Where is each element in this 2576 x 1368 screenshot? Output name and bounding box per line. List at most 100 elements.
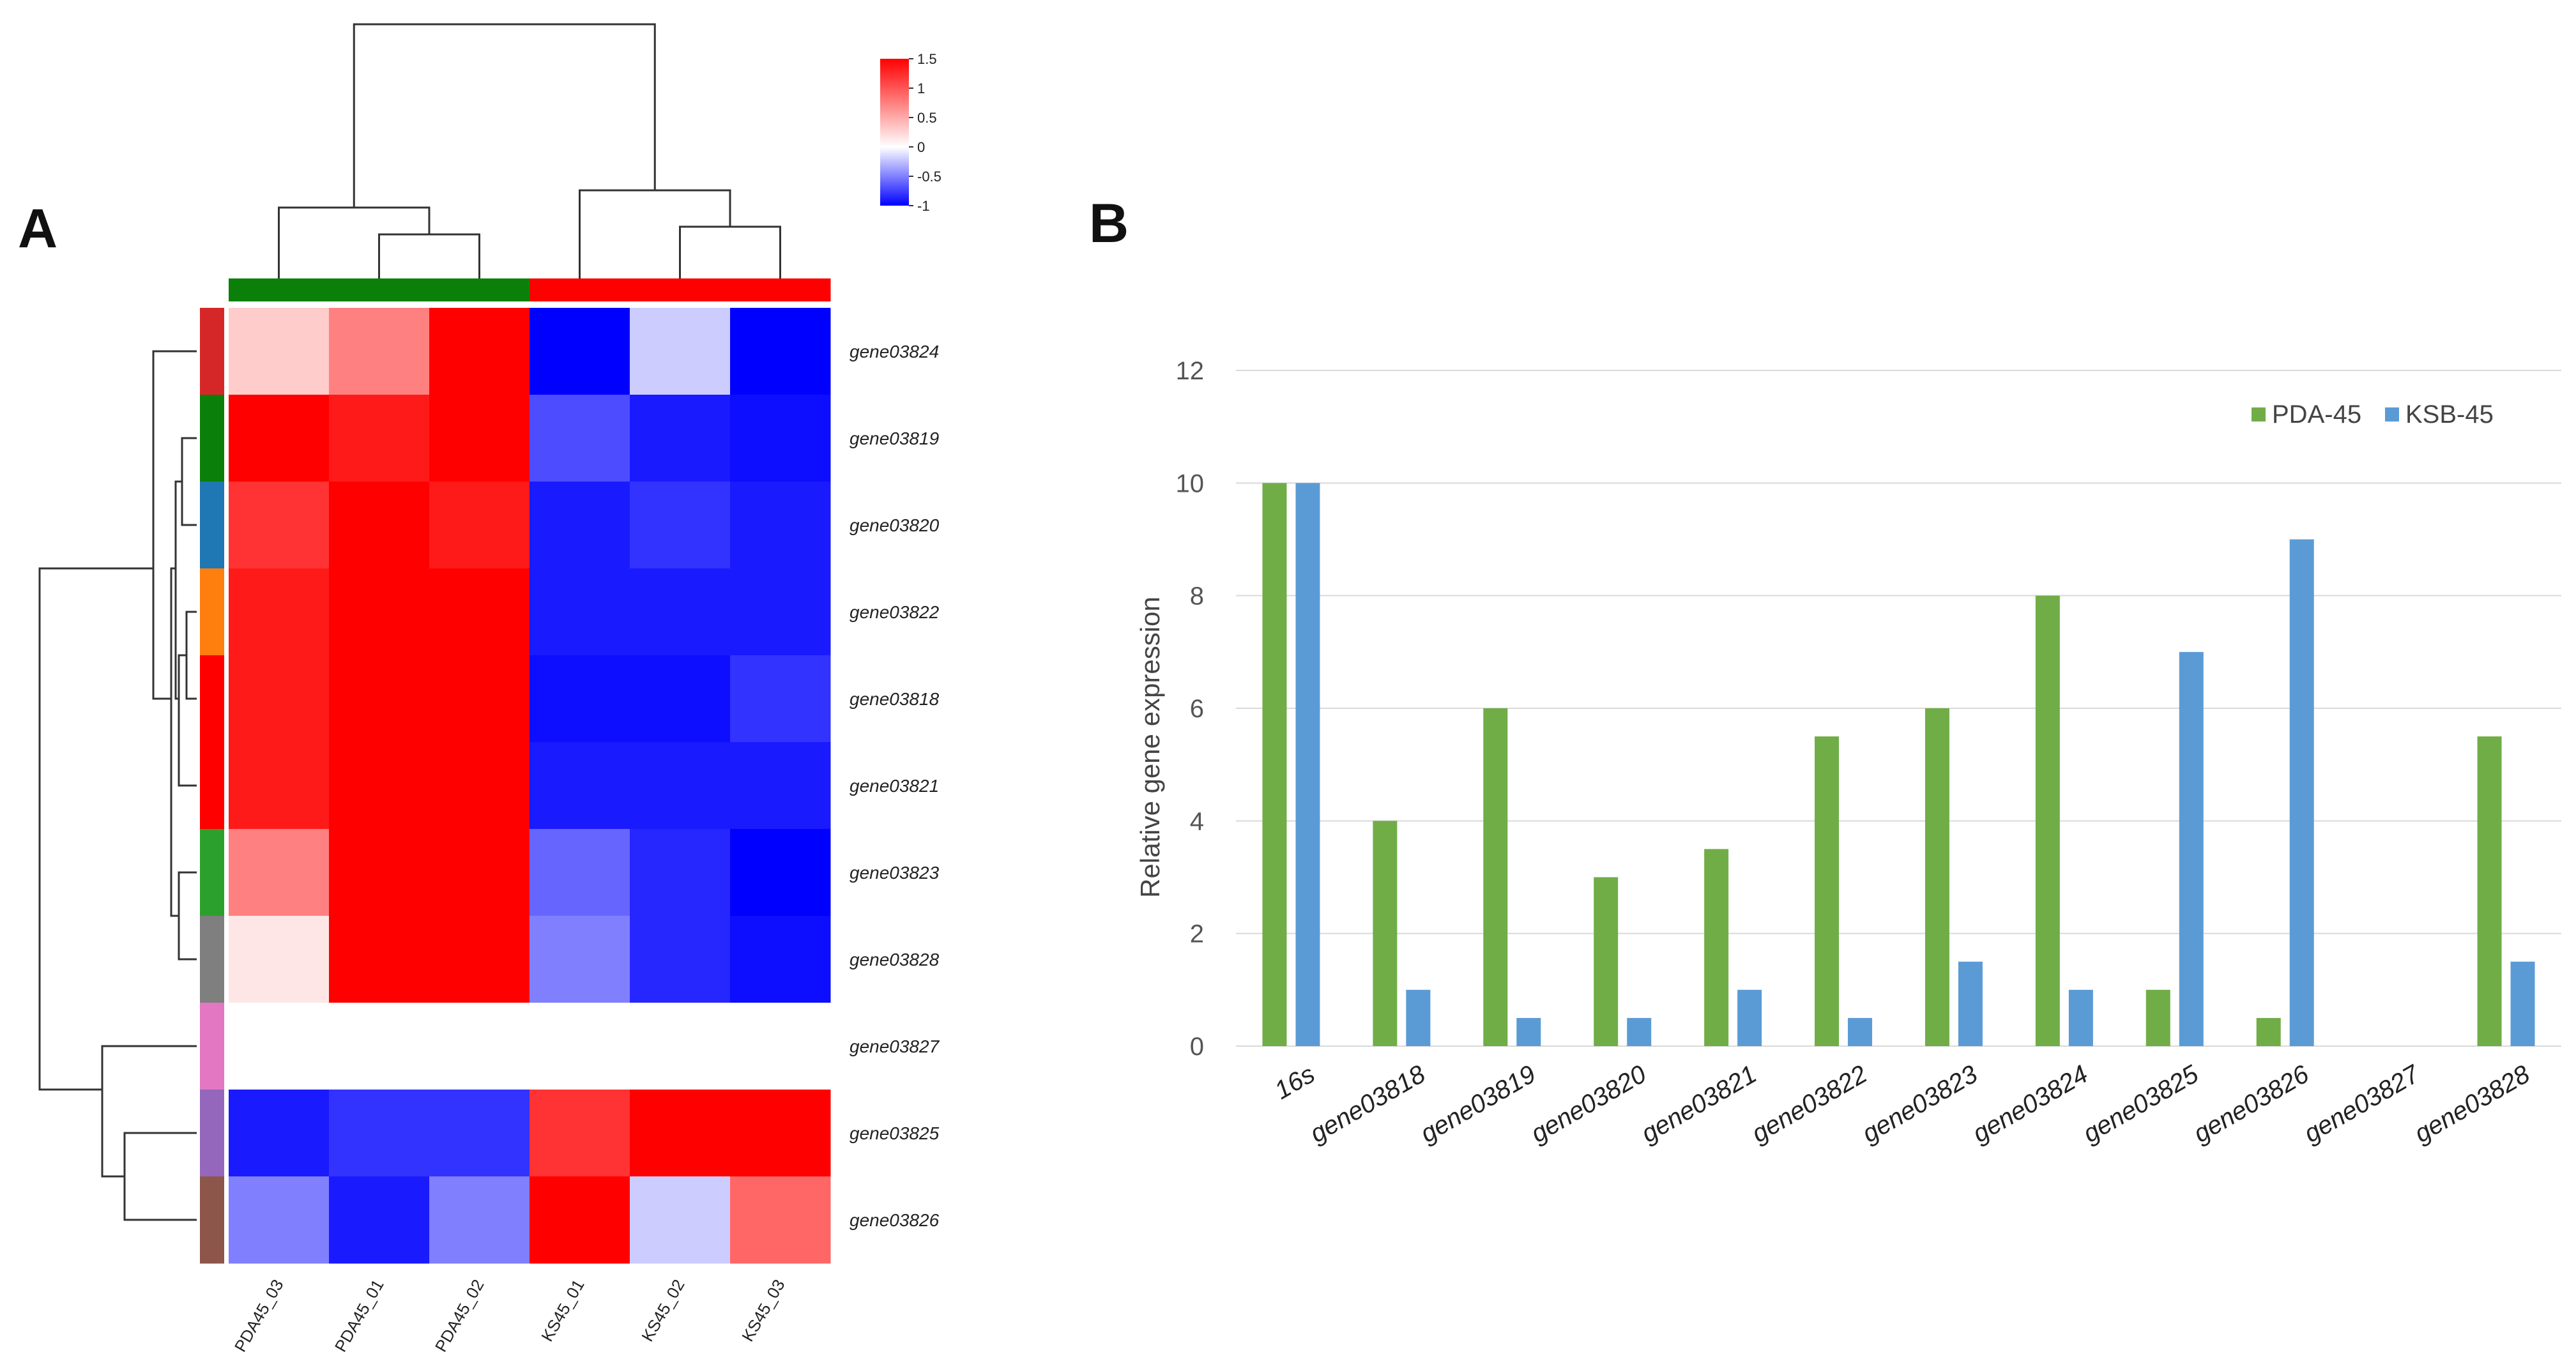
heatmap-cell-gene03821-KS45_02 bbox=[630, 742, 731, 830]
x-category-label: gene03824 bbox=[1968, 1060, 2092, 1148]
panel-label-a: A bbox=[18, 198, 57, 259]
legend-label-ksb-45: KSB-45 bbox=[2405, 400, 2494, 429]
heatmap-cell-gene03821-KS45_03 bbox=[730, 742, 831, 830]
heatmap-column-label: PDA45_01 bbox=[331, 1276, 388, 1355]
x-category-label: gene03819 bbox=[1415, 1060, 1540, 1148]
heatmap-cell-gene03823-KS45_03 bbox=[730, 829, 831, 916]
bar-ksb-45-gene03821 bbox=[1737, 989, 1762, 1046]
heatmap-cell-gene03822-PDA45_03 bbox=[229, 568, 330, 656]
bar-pda-45-gene03818 bbox=[1373, 821, 1398, 1046]
heatmap-column-labels: PDA45_03 PDA45_01 PDA45_02 KS45_01 KS45_02 KS… bbox=[231, 1276, 789, 1355]
bar-ksb-45-gene03823 bbox=[1958, 961, 1983, 1046]
heatmap-cell-gene03821-KS45_01 bbox=[530, 742, 630, 830]
bar-ksb-45-gene03819 bbox=[1516, 1017, 1541, 1046]
x-category-label: gene03826 bbox=[2189, 1060, 2314, 1148]
color-scale-tick-label: 0.5 bbox=[917, 110, 937, 126]
heatmap-row-label: gene03821 bbox=[850, 776, 939, 796]
bar-ksb-45-gene03822 bbox=[1848, 1017, 1873, 1046]
heatmap-cell-gene03821-PDA45_01 bbox=[329, 742, 430, 830]
heatmap-cell-gene03819-KS45_01 bbox=[530, 395, 630, 482]
heatmap-cell-gene03820-PDA45_03 bbox=[229, 482, 330, 569]
heatmap-cell-gene03818-KS45_02 bbox=[630, 655, 731, 743]
heatmap-cells bbox=[229, 308, 831, 1264]
heatmap-column-label: KS45_02 bbox=[637, 1276, 688, 1345]
row-cluster-gene03828 bbox=[200, 916, 224, 1003]
row-cluster-gene03825 bbox=[200, 1090, 224, 1177]
heatmap-row-label: gene03824 bbox=[850, 342, 939, 361]
heatmap-column-label: PDA45_03 bbox=[231, 1276, 287, 1355]
color-scale-tick-label: 1.5 bbox=[917, 51, 937, 67]
row-cluster-gene03827 bbox=[200, 1003, 224, 1090]
heatmap-cell-gene03819-KS45_02 bbox=[630, 395, 731, 482]
heatmap-cell-gene03826-KS45_03 bbox=[730, 1176, 831, 1264]
x-category-label: gene03818 bbox=[1305, 1060, 1430, 1148]
row-cluster-gene03821 bbox=[200, 742, 224, 830]
x-category-label: 16s bbox=[1270, 1060, 1320, 1105]
heatmap-column-label: KS45_01 bbox=[537, 1276, 588, 1345]
color-scale-tick-label: -1 bbox=[917, 198, 930, 214]
heatmap-row-labels: gene03824 gene03819 gene03820 gene03822 gene… bbox=[850, 342, 940, 1230]
heatmap-cell-gene03824-KS45_02 bbox=[630, 308, 731, 395]
heatmap-row-label: gene03827 bbox=[850, 1037, 940, 1056]
heatmap-cell-gene03826-PDA45_01 bbox=[329, 1176, 430, 1264]
bar-ksb-45-gene03820 bbox=[1627, 1017, 1652, 1046]
heatmap-cell-gene03827-KS45_02 bbox=[630, 1003, 731, 1090]
heatmap-cell-gene03819-PDA45_02 bbox=[429, 395, 530, 482]
column-group-bar bbox=[229, 278, 831, 301]
heatmap-cell-gene03822-KS45_03 bbox=[730, 568, 831, 656]
heatmap-cell-gene03823-PDA45_02 bbox=[429, 829, 530, 916]
heatmap-row-label: gene03826 bbox=[850, 1210, 940, 1230]
y-tick-label: 6 bbox=[1190, 695, 1204, 723]
panel-label-b: B bbox=[1089, 193, 1129, 254]
y-tick-label: 8 bbox=[1190, 582, 1204, 611]
column-group-PDA45 bbox=[229, 278, 330, 301]
heatmap-cell-gene03818-KS45_01 bbox=[530, 655, 630, 743]
x-category-label: gene03822 bbox=[1747, 1060, 1871, 1148]
bar-pda-45-gene03824 bbox=[2035, 595, 2060, 1046]
heatmap-cell-gene03818-KS45_03 bbox=[730, 655, 831, 743]
heatmap-cell-gene03820-PDA45_02 bbox=[429, 482, 530, 569]
row-cluster-gene03820 bbox=[200, 482, 224, 569]
heatmap-cell-gene03825-KS45_02 bbox=[630, 1090, 731, 1177]
heatmap-row-label: gene03828 bbox=[850, 950, 940, 969]
color-scale-tick-label: -0.5 bbox=[917, 169, 941, 185]
row-cluster-gene03818 bbox=[200, 655, 224, 743]
heatmap-cell-gene03818-PDA45_03 bbox=[229, 655, 330, 743]
heatmap-cell-gene03819-PDA45_01 bbox=[329, 395, 430, 482]
bar-pda-45-gene03826 bbox=[2256, 1017, 2281, 1046]
column-group-KS45 bbox=[730, 278, 831, 301]
heatmap-cell-gene03828-KS45_01 bbox=[530, 916, 630, 1003]
heatmap-cell-gene03820-KS45_02 bbox=[630, 482, 731, 569]
heatmap-cell-gene03827-PDA45_03 bbox=[229, 1003, 330, 1090]
row-cluster-gene03823 bbox=[200, 829, 224, 916]
heatmap-cell-gene03823-PDA45_03 bbox=[229, 829, 330, 916]
heatmap-cell-gene03822-PDA45_02 bbox=[429, 568, 530, 656]
heatmap-cell-gene03821-PDA45_02 bbox=[429, 742, 530, 830]
heatmap-row-label: gene03823 bbox=[850, 863, 940, 883]
heatmap-cell-gene03820-PDA45_01 bbox=[329, 482, 430, 569]
color-scale-tick-label: 1 bbox=[917, 80, 925, 96]
bar-ksb-45-gene03824 bbox=[2068, 989, 2093, 1046]
row-cluster-gene03819 bbox=[200, 395, 224, 482]
heatmap-cell-gene03820-KS45_03 bbox=[730, 482, 831, 569]
heatmap-cell-gene03828-PDA45_01 bbox=[329, 916, 430, 1003]
x-category-label: gene03820 bbox=[1526, 1060, 1650, 1148]
heatmap-cell-gene03824-PDA45_02 bbox=[429, 308, 530, 395]
bar-pda-45-gene03825 bbox=[2145, 989, 2170, 1046]
x-category-label: gene03828 bbox=[2410, 1060, 2535, 1148]
heatmap-cell-gene03827-PDA45_01 bbox=[329, 1003, 430, 1090]
bar-ksb-45-gene03828 bbox=[2510, 961, 2535, 1046]
row-cluster-gene03826 bbox=[200, 1176, 224, 1264]
heatmap-cell-gene03822-KS45_02 bbox=[630, 568, 731, 656]
heatmap-cell-gene03826-PDA45_03 bbox=[229, 1176, 330, 1264]
y-tick-label: 4 bbox=[1190, 807, 1204, 835]
heatmap-cell-gene03824-KS45_01 bbox=[530, 308, 630, 395]
x-category-label: gene03821 bbox=[1636, 1060, 1761, 1148]
heatmap-cell-gene03827-PDA45_02 bbox=[429, 1003, 530, 1090]
heatmap-color-legend: 1.5 1 0.5 0 -0.5 -1 bbox=[880, 51, 941, 214]
bar-chart-legend: PDA-45 KSB-45 bbox=[2252, 400, 2494, 429]
bar-chart-gridlines bbox=[1236, 370, 2561, 1047]
heatmap-cell-gene03828-PDA45_02 bbox=[429, 916, 530, 1003]
column-group-KS45 bbox=[530, 278, 630, 301]
heatmap-cell-gene03822-PDA45_01 bbox=[329, 568, 430, 656]
